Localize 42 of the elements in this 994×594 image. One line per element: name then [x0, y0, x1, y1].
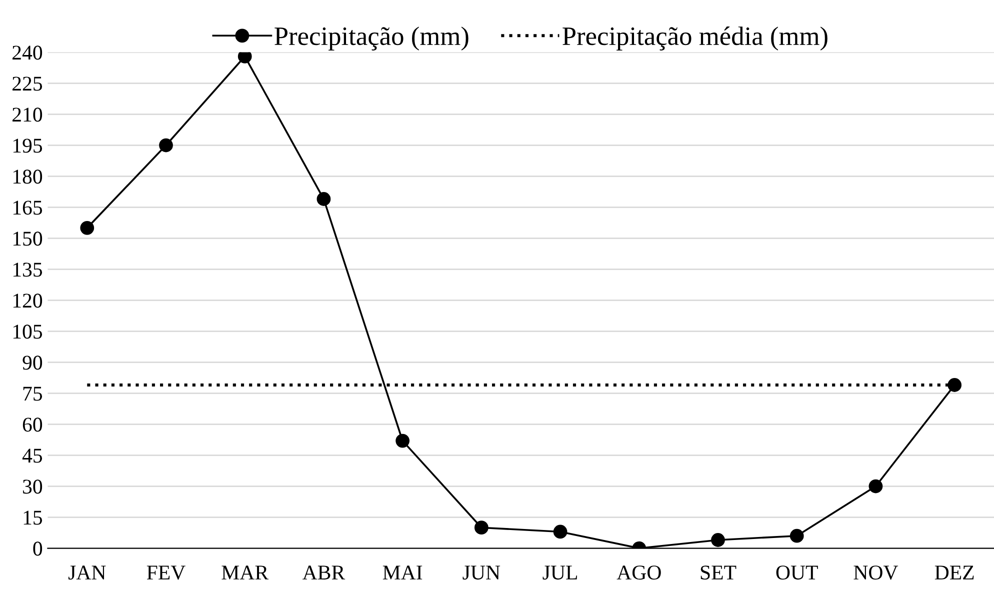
y-tick-label: 30	[23, 480, 42, 494]
y-tick-label: 135	[13, 262, 42, 277]
point	[948, 378, 962, 392]
point	[868, 479, 883, 494]
x-tick-label: SET	[700, 566, 736, 580]
y-tick-label: 60	[22, 418, 42, 432]
point	[159, 138, 173, 152]
legend-label: Precipitação (mm)	[274, 26, 468, 51]
point	[80, 220, 94, 235]
point	[316, 192, 331, 206]
point	[790, 528, 804, 543]
y-tick-label: 105	[13, 324, 42, 339]
y-tick-label: 240	[12, 46, 42, 60]
x-tick-label: MAR	[222, 566, 269, 580]
point	[711, 533, 725, 547]
x-tick-label: NOV	[854, 566, 898, 580]
point	[553, 524, 568, 539]
y-tick-label: 150	[13, 232, 42, 246]
y-tick-label: 120	[13, 294, 42, 308]
y-tick-label: 90	[22, 356, 42, 370]
x-tick-label: OUT	[776, 566, 818, 580]
x-tick-label: ABR	[302, 566, 346, 580]
point	[238, 52, 252, 64]
x-tick-label: AGO	[616, 566, 661, 580]
y-tick-label: 225	[12, 76, 42, 91]
y-tick-label: 15	[24, 510, 42, 525]
x-tick-label: FEV	[146, 566, 186, 580]
y-tick-label: 210	[12, 108, 42, 122]
x-tick-label: MAI	[382, 566, 422, 580]
x-tick-label: JAN	[68, 566, 106, 580]
y-tick-label: 45	[22, 448, 42, 463]
y-tick-label: 165	[13, 200, 42, 215]
legend-label: Precipitação média (mm)	[562, 26, 828, 51]
y-tick-label: 75	[23, 386, 42, 401]
y-tick-label: 0	[33, 542, 42, 556]
point	[474, 520, 488, 535]
point	[396, 434, 410, 448]
x-tick-label: JUL	[542, 566, 577, 580]
y-tick-label: 195	[13, 138, 42, 153]
x-tick-label: JUN	[462, 566, 500, 580]
y-tick-label: 180	[13, 170, 42, 184]
x-tick-label: DEZ	[934, 566, 974, 580]
